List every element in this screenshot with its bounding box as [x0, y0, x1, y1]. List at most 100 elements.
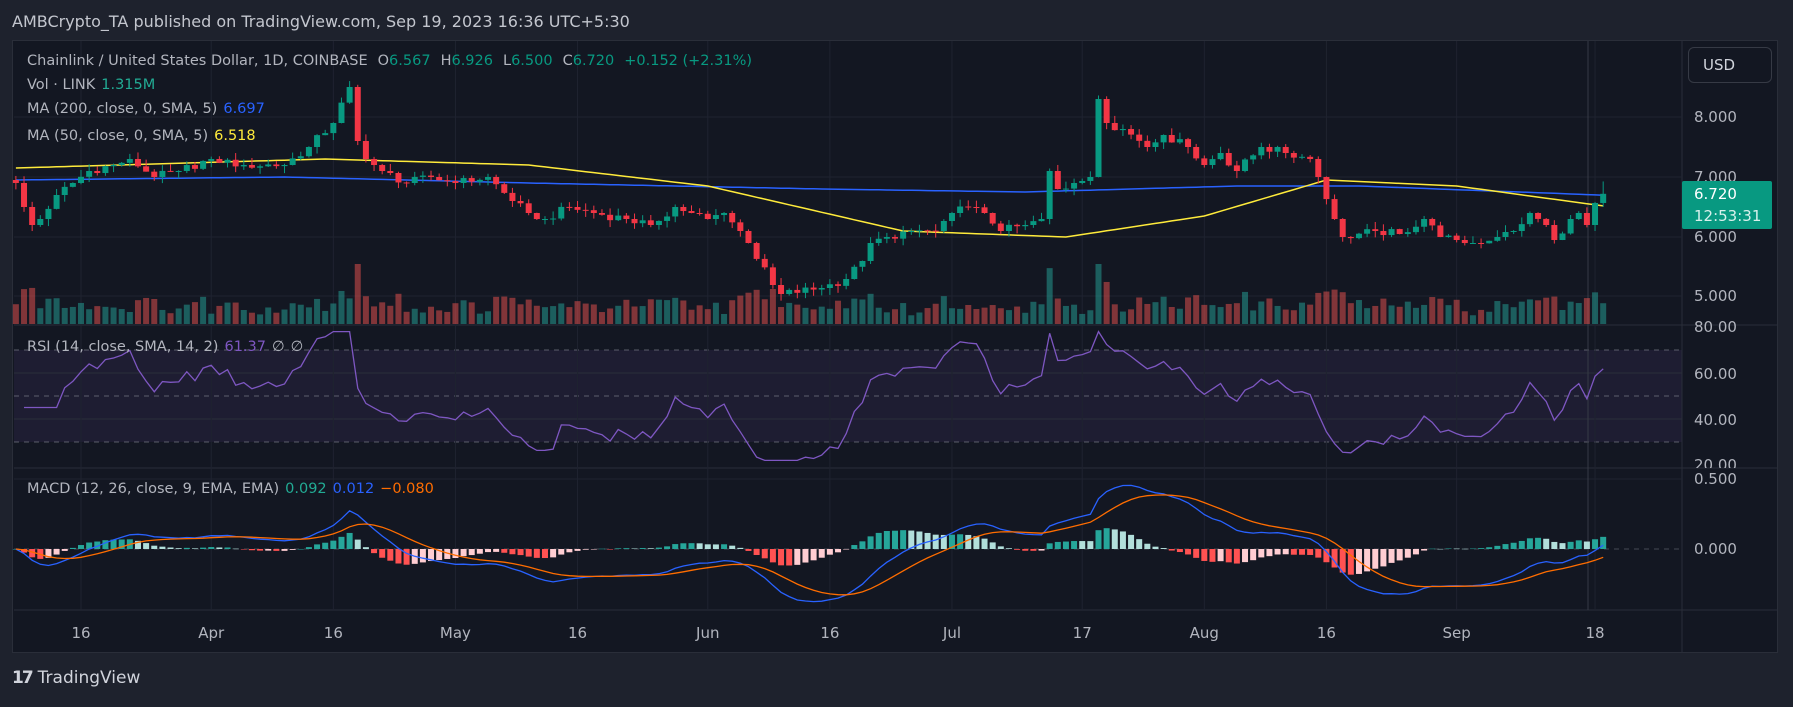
candle — [305, 147, 312, 157]
signal-line — [15, 494, 1604, 596]
volume-bar — [1242, 291, 1249, 324]
price-axis-label: 6.000 — [1694, 228, 1737, 246]
rsi-legend[interactable]: RSI (14, close, SMA, 14, 2) 61.37 ∅ ∅ — [27, 339, 309, 355]
candle — [21, 183, 28, 207]
macd-histogram-bar — [330, 540, 337, 549]
candle — [615, 215, 622, 221]
candle — [501, 184, 508, 193]
macd-histogram-bar — [1421, 549, 1428, 551]
volume-bar — [1185, 297, 1192, 324]
time-axis-label: 17 — [1072, 624, 1092, 642]
candle — [1225, 153, 1232, 166]
volume-legend[interactable]: Vol · LINK 1.315M — [27, 77, 161, 93]
volume-bar — [1258, 301, 1265, 324]
volume-bar — [305, 307, 312, 324]
macd-histogram-bar — [1429, 548, 1436, 550]
macd-histogram-bar — [1193, 549, 1200, 558]
macd-legend[interactable]: MACD (12, 26, close, 9, EMA, EMA) 0.092 0.… — [27, 481, 440, 497]
volume-bar — [712, 302, 719, 324]
candle — [37, 219, 44, 225]
candle — [118, 162, 125, 165]
time-axis-label: Jul — [942, 624, 962, 642]
macd-histogram-bar — [932, 534, 939, 549]
candle — [78, 176, 84, 183]
macd-histogram-bar — [1372, 549, 1379, 569]
volume-bar — [835, 300, 842, 324]
candle — [900, 231, 907, 239]
volume-bar — [126, 311, 133, 324]
volume-bar — [1364, 308, 1371, 324]
candle — [1152, 142, 1159, 147]
volume-bar — [1388, 305, 1395, 324]
macd-histogram-bar — [29, 549, 36, 558]
volume-bar — [802, 307, 809, 324]
volume-bar — [1592, 292, 1599, 324]
candle — [1014, 224, 1021, 227]
volume-bar — [1600, 303, 1607, 324]
volume-bar — [1307, 304, 1314, 324]
macd-histogram-bar — [1258, 549, 1265, 558]
symbol-legend[interactable]: Chainlink / United States Dollar, 1D, CO… — [27, 53, 758, 69]
tradingview-branding[interactable]: 17 TradingView — [12, 668, 140, 688]
macd-histogram-bar — [1518, 540, 1525, 549]
candle — [1185, 139, 1192, 147]
volume-bar — [183, 304, 190, 324]
volume-bar — [403, 311, 410, 324]
candle — [1478, 243, 1485, 244]
candle — [916, 230, 923, 232]
macd-histogram-bar — [1282, 549, 1289, 555]
rsi-line — [24, 330, 1604, 462]
candle — [354, 87, 361, 141]
candle — [1339, 219, 1346, 237]
chart-frame[interactable] — [12, 40, 1778, 653]
volume-bar — [94, 306, 101, 324]
candle — [1567, 219, 1574, 234]
candle — [387, 171, 394, 173]
volume-bar — [29, 287, 36, 324]
ma50-legend[interactable]: MA (50, close, 0, SMA, 5) 6.518 — [27, 128, 262, 144]
macd-histogram-bar — [151, 545, 158, 549]
macd-hist-value: 0.092 — [285, 481, 327, 497]
rsi-axis-label: 20.00 — [1694, 456, 1737, 468]
candle — [1364, 229, 1371, 234]
macd-histogram-bar — [1331, 549, 1338, 568]
volume-bar — [1119, 311, 1126, 324]
macd-histogram-bar — [1461, 548, 1468, 550]
volume-bar — [1046, 268, 1053, 324]
macd-histogram-bar — [216, 547, 223, 549]
open-value: 6.567 — [389, 53, 431, 69]
candle — [1005, 224, 1012, 231]
macd-histogram-bar — [175, 548, 182, 549]
volume-bar — [151, 298, 158, 324]
macd-histogram-bar — [1510, 542, 1517, 549]
volume-bar — [541, 307, 548, 324]
volume-bar — [338, 290, 345, 324]
macd-histogram-bar — [769, 549, 776, 563]
macd-histogram-bar — [69, 547, 76, 549]
macd-histogram-bar — [1567, 541, 1574, 549]
macd-histogram-bar — [289, 549, 296, 550]
macd-histogram-bar — [1168, 549, 1175, 551]
volume-bar — [590, 304, 597, 324]
currency-button[interactable]: USD — [1688, 47, 1772, 83]
volume-bar — [810, 309, 817, 324]
macd-histogram-bar — [835, 549, 842, 553]
macd-histogram-bar — [1551, 541, 1558, 549]
tradingview-logo-icon: 17 — [12, 668, 34, 688]
ma200-legend[interactable]: MA (200, close, 0, SMA, 5) 6.697 — [27, 101, 271, 117]
candle — [1119, 129, 1126, 131]
macd-histogram-bar — [753, 549, 760, 555]
candle — [362, 141, 369, 159]
macd-histogram-bar — [1209, 549, 1216, 562]
volume-bar — [281, 309, 288, 324]
volume-bar — [224, 302, 231, 324]
macd-histogram-bar — [1445, 548, 1452, 549]
close-value: 6.720 — [572, 53, 615, 69]
volume-bar — [143, 297, 150, 324]
volume-bar — [1372, 305, 1379, 324]
candle — [737, 222, 744, 231]
volume-bar — [550, 306, 557, 324]
macd-histogram-bar — [948, 534, 955, 549]
volume-bar — [1404, 301, 1411, 324]
